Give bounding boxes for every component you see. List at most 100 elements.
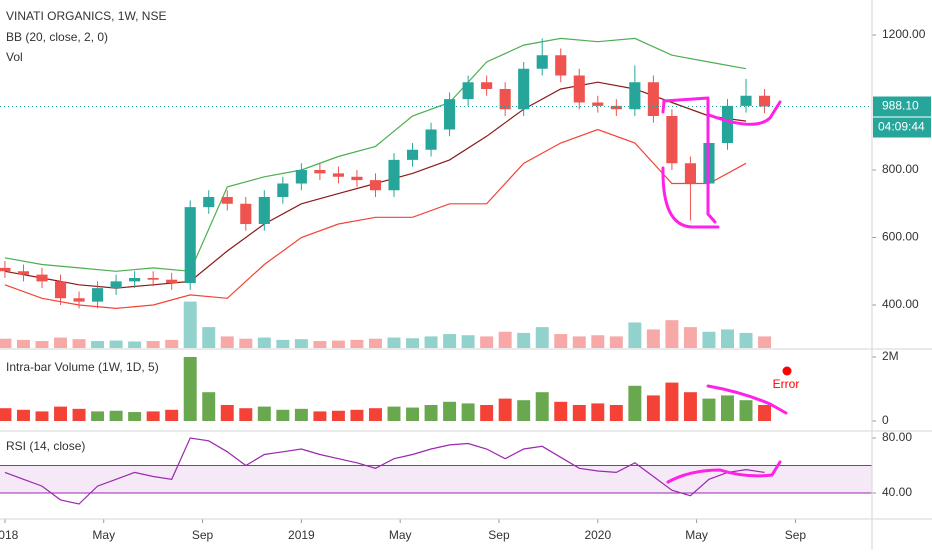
volume-bar: [35, 341, 49, 348]
intrabar-volume-bar: [628, 385, 642, 421]
y-tick-label: 600.00: [882, 230, 919, 244]
volume-bar: [387, 337, 401, 348]
volume-bar: [406, 338, 420, 348]
intrabar-volume-bar: [202, 392, 216, 421]
intrabar-volume-bar: [294, 408, 308, 421]
intrabar-volume-bar: [313, 411, 327, 421]
volume-bar: [683, 327, 697, 348]
volume-bar: [146, 341, 160, 348]
candle-body: [666, 116, 678, 164]
intrabar-volume-bar: [702, 398, 716, 421]
candle-body: [221, 197, 233, 204]
intrabar-volume-bar: [239, 408, 253, 421]
volume-bar: [91, 341, 105, 348]
intrabar-volume-bar: [572, 405, 586, 421]
candle-body: [610, 105, 622, 110]
last-price-label: 988.10: [882, 99, 919, 113]
candle-body: [258, 197, 270, 225]
volume-bar: [202, 327, 216, 348]
volume-bar: [54, 337, 68, 348]
volume-bar: [313, 341, 327, 348]
intrabar-volume-bar: [331, 410, 345, 421]
error-dot: [782, 366, 792, 376]
countdown-label: 04:09:44: [878, 120, 925, 134]
candle-body: [684, 163, 696, 184]
candle-body: [555, 55, 567, 76]
volume-bar: [461, 335, 475, 348]
intrabar-volume-bar: [591, 403, 605, 421]
volume-bar: [368, 338, 382, 348]
intrabar-volume-bar: [128, 412, 142, 421]
candle-body: [277, 183, 289, 198]
indicator-title: Intra-bar Volume (1W, 1D, 5): [6, 360, 159, 374]
candle-body: [92, 288, 104, 302]
volume-bar: [517, 332, 531, 348]
intrabar-volume-bar: [424, 405, 438, 421]
candle-body: [629, 82, 641, 110]
volume-bar: [665, 320, 679, 348]
volume-bar: [628, 322, 642, 348]
volume-bar: [128, 341, 142, 348]
intrabar-volume-bar: [443, 401, 457, 421]
countdown-box: [873, 117, 931, 138]
intrabar-volume-bar: [54, 406, 68, 421]
intrabar-volume-bar: [220, 405, 234, 421]
candle-body: [314, 170, 326, 174]
intrabar-volume-bar: [646, 395, 660, 421]
volume-bar: [609, 336, 623, 348]
intrabar-volume-bar: [535, 392, 549, 421]
intrabar-volume-bar: [91, 411, 105, 421]
volume-bar: [72, 339, 86, 348]
candle-body: [54, 281, 67, 299]
volume-bar: [646, 329, 660, 348]
intrabar-volume-bar: [16, 409, 30, 421]
candle-body: [740, 95, 752, 106]
volume-bar: [758, 336, 772, 348]
y-tick-label: 1200.00: [882, 27, 926, 41]
candle-body: [295, 170, 307, 184]
intrabar-volume-bar: [758, 405, 772, 421]
candle-body: [0, 267, 11, 272]
y-tick-label: 80.00: [882, 430, 912, 444]
candle-body: [332, 173, 344, 177]
volume-bar: [239, 338, 253, 348]
indicator-title: BB (20, close, 2, 0): [6, 30, 108, 44]
x-tick-label: May: [389, 528, 412, 542]
intrabar-volume-bar: [350, 409, 364, 421]
candle-body: [721, 105, 734, 144]
error-label: Error: [773, 377, 800, 391]
drawing: [707, 100, 782, 126]
volume-bar: [572, 336, 586, 348]
bollinger-line: [4, 128, 747, 310]
candle-body: [17, 271, 30, 275]
volume-bar: [535, 327, 549, 348]
x-tick-label: May: [92, 528, 115, 542]
volume-bar: [424, 336, 438, 348]
candle-body: [758, 95, 771, 107]
intrabar-volume-bar: [72, 408, 86, 421]
intrabar-volume-bar: [554, 401, 568, 421]
y-tick-label: 800.00: [882, 162, 919, 176]
x-tick-label: 2019: [288, 528, 315, 542]
candle-body: [444, 99, 456, 130]
intrabar-volume-bar: [517, 400, 531, 421]
intrabar-volume-bar: [109, 410, 123, 421]
candle-body: [351, 176, 363, 181]
x-tick-label: 2020: [584, 528, 611, 542]
candle-body: [73, 298, 85, 302]
volume-bar: [702, 331, 716, 348]
intrabar-volume-bar: [498, 398, 512, 421]
intrabar-volume-bar: [665, 382, 679, 421]
candle-body: [184, 207, 196, 284]
drawing: [661, 96, 710, 114]
x-tick-label: Sep: [192, 528, 214, 542]
candle-body: [481, 82, 493, 89]
x-tick-label: Sep: [785, 528, 807, 542]
y-tick-label: 2M: [882, 349, 899, 363]
volume-bar: [16, 339, 30, 348]
intrabar-volume-bar: [35, 411, 49, 421]
intrabar-volume-bar: [406, 407, 420, 421]
candle-body: [147, 278, 159, 280]
volume-bar: [109, 340, 123, 348]
indicator-title: Vol: [6, 50, 23, 64]
